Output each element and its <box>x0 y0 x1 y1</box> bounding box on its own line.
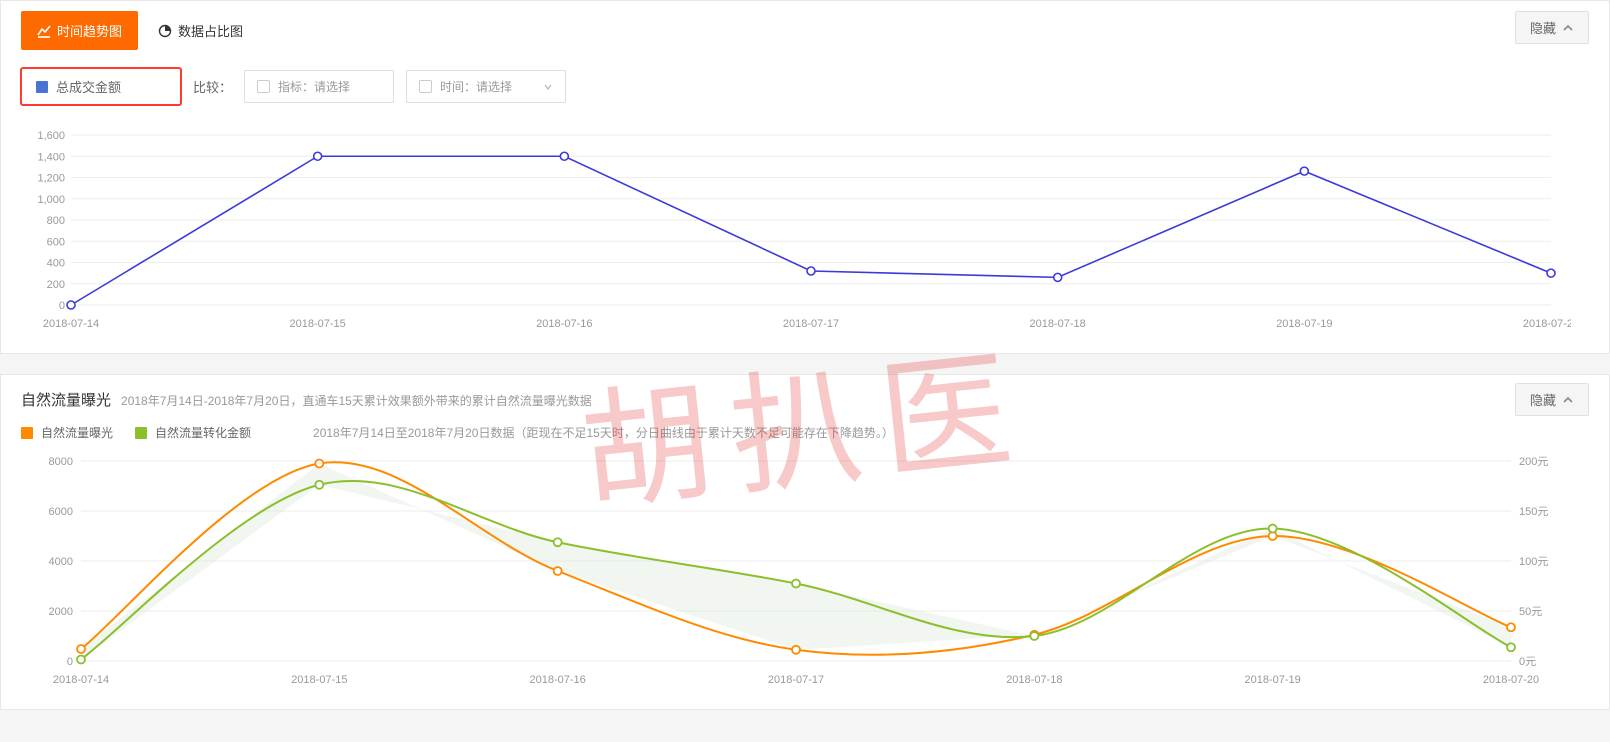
metric-select[interactable]: 指标： 请选择 <box>244 70 394 103</box>
tab-time-trend[interactable]: 时间趋势图 <box>21 11 138 50</box>
svg-text:200: 200 <box>47 279 65 291</box>
svg-text:100元: 100元 <box>1519 556 1548 568</box>
svg-text:2018-07-15: 2018-07-15 <box>290 318 346 330</box>
svg-text:1,000: 1,000 <box>37 194 65 206</box>
tab-time-trend-label: 时间趋势图 <box>57 21 122 40</box>
chart2-wrap: 0 2000 4000 6000 8000 0元 50元 100元 150元 200元 2018-0… <box>1 445 1609 709</box>
svg-text:600: 600 <box>47 236 65 248</box>
svg-text:800: 800 <box>47 215 65 227</box>
hide-button-1[interactable]: 隐藏 <box>1515 11 1589 44</box>
tab-data-share[interactable]: 数据占比图 <box>142 11 259 50</box>
chevron-up-icon <box>1562 22 1574 34</box>
svg-text:400: 400 <box>47 258 65 270</box>
svg-text:0: 0 <box>67 656 73 668</box>
hide-button-2[interactable]: 隐藏 <box>1515 383 1589 416</box>
legend-row: 自然流量曝光 自然流量转化金额 2018年7月14日至2018年7月20日数据（… <box>1 418 1609 445</box>
legend-label-0: 自然流量曝光 <box>41 424 113 441</box>
svg-text:2018-07-18: 2018-07-18 <box>1030 318 1086 330</box>
pie-chart-icon <box>158 24 172 38</box>
svg-text:1,200: 1,200 <box>37 173 65 185</box>
svg-text:2018-07-14: 2018-07-14 <box>43 318 99 330</box>
tab-data-share-label: 数据占比图 <box>178 21 243 40</box>
svg-text:200元: 200元 <box>1519 456 1548 468</box>
hide-label-2: 隐藏 <box>1530 390 1556 409</box>
svg-text:2018-07-15: 2018-07-15 <box>291 674 347 686</box>
svg-text:4000: 4000 <box>49 556 73 568</box>
svg-text:1,600: 1,600 <box>37 130 65 142</box>
svg-text:2018-07-20: 2018-07-20 <box>1483 674 1539 686</box>
section2-title: 自然流量曝光 <box>21 389 111 410</box>
series-label: 总成交金额 <box>56 77 121 96</box>
svg-text:2018-07-19: 2018-07-19 <box>1245 674 1301 686</box>
series-swatch <box>36 81 48 93</box>
chevron-down-icon <box>543 82 553 92</box>
svg-text:2018-07-14: 2018-07-14 <box>53 674 109 686</box>
svg-text:6000: 6000 <box>49 506 73 518</box>
svg-text:2018-07-20: 2018-07-20 <box>1523 318 1571 330</box>
panel1-header: 时间趋势图 数据占比图 隐藏 <box>1 1 1609 60</box>
svg-text:150元: 150元 <box>1519 506 1548 518</box>
svg-text:2018-07-19: 2018-07-19 <box>1276 318 1332 330</box>
svg-text:8000: 8000 <box>49 456 73 468</box>
chart1-wrap: 0 200 400 600 800 1,000 1,200 1,400 1,600 2018-07… <box>1 119 1609 353</box>
time-select[interactable]: 时间： 请选择 <box>406 70 566 103</box>
trend-panel: 时间趋势图 数据占比图 隐藏 总成交金额 比较： <box>0 0 1610 354</box>
legend-item-0: 自然流量曝光 <box>21 424 113 441</box>
svg-text:2018-07-16: 2018-07-16 <box>536 318 592 330</box>
compare-label: 比较： <box>193 77 232 96</box>
controls-row: 总成交金额 比较： 指标： 请选择 时间： 请选择 <box>1 60 1609 119</box>
line-chart-icon <box>37 24 51 38</box>
svg-text:1,400: 1,400 <box>37 151 65 163</box>
chart1-svg: 0 200 400 600 800 1,000 1,200 1,400 1,600 2018-07… <box>21 125 1571 335</box>
exposure-panel: 自然流量曝光 2018年7月14日-2018年7月20日，直通车15天累计效果额… <box>0 374 1610 710</box>
legend-swatch-1 <box>135 427 147 439</box>
legend-label-1: 自然流量转化金额 <box>155 424 251 441</box>
section2-head: 自然流量曝光 2018年7月14日-2018年7月20日，直通车15天累计效果额… <box>1 375 1609 418</box>
legend-swatch-0 <box>21 427 33 439</box>
section2-note: 2018年7月14日至2018年7月20日数据（距现在不足15天时，分日曲线由于… <box>313 424 894 441</box>
hide-label-1: 隐藏 <box>1530 18 1556 37</box>
checkbox-icon <box>257 80 270 93</box>
time-prefix: 时间： <box>440 78 476 95</box>
series-selector[interactable]: 总成交金额 <box>21 68 181 105</box>
svg-text:2018-07-16: 2018-07-16 <box>530 674 586 686</box>
section2-subtitle: 2018年7月14日-2018年7月20日，直通车15天累计效果额外带来的累计自… <box>121 392 592 409</box>
legend-item-1: 自然流量转化金额 <box>135 424 251 441</box>
metric-placeholder: 请选择 <box>314 78 350 95</box>
svg-text:2018-07-17: 2018-07-17 <box>768 674 824 686</box>
svg-text:0: 0 <box>59 300 65 312</box>
chart2-svg: 0 2000 4000 6000 8000 0元 50元 100元 150元 200元 2018-0… <box>21 451 1571 691</box>
svg-text:50元: 50元 <box>1519 606 1542 618</box>
svg-text:2018-07-18: 2018-07-18 <box>1006 674 1062 686</box>
svg-text:0元: 0元 <box>1519 656 1536 668</box>
time-placeholder: 请选择 <box>476 78 512 95</box>
svg-text:2018-07-17: 2018-07-17 <box>783 318 839 330</box>
chevron-up-icon <box>1562 394 1574 406</box>
metric-prefix: 指标： <box>278 78 314 95</box>
svg-text:2000: 2000 <box>49 606 73 618</box>
checkbox-icon <box>419 80 432 93</box>
